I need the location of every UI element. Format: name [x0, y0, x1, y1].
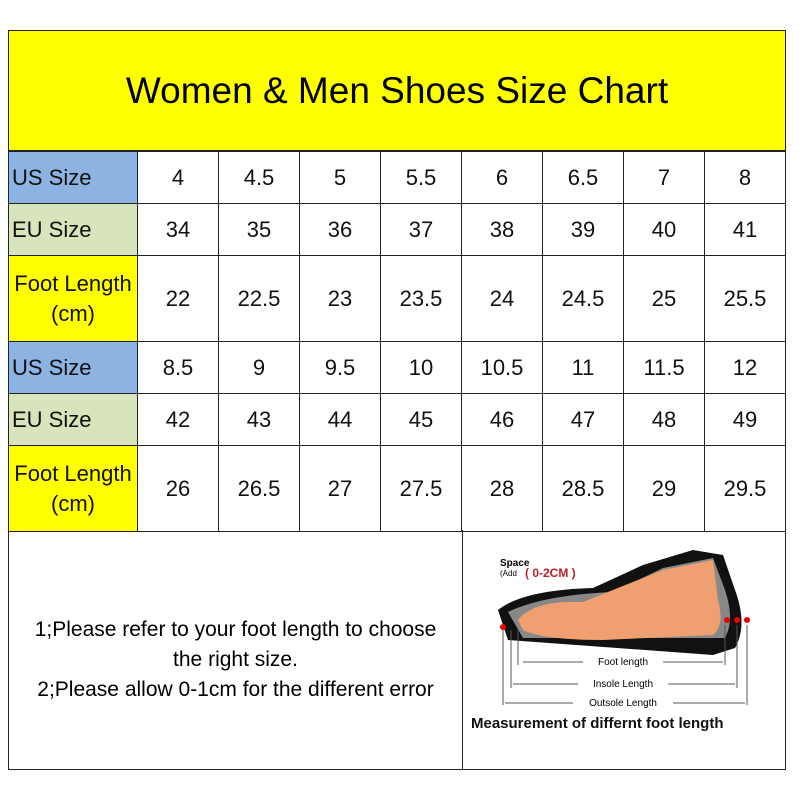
table-cell: 25 [623, 255, 705, 342]
table-cell: 6 [461, 151, 543, 204]
table-cell: 4 [137, 151, 219, 204]
row-label: US Size [8, 151, 138, 204]
bottom-section: 1;Please refer to your foot length to ch… [9, 530, 785, 769]
marker-dot [500, 624, 506, 630]
table-cell: 27.5 [380, 445, 462, 532]
table-cell: 22.5 [218, 255, 300, 342]
table-cell: 7 [623, 151, 705, 204]
size-table: US Size 4 4.5 5 5.5 6 6.5 7 8 EU Size 34 35 36 37 38 39… [8, 151, 786, 532]
add-label: (Add [500, 569, 517, 578]
table-cell: 34 [137, 203, 219, 256]
table-cell: 39 [542, 203, 624, 256]
table-cell: 9 [218, 341, 300, 394]
table-cell: 5 [299, 151, 381, 204]
space-label: Space [500, 558, 530, 569]
table-cell: 26 [137, 445, 219, 532]
table-row-foot: Foot Length (cm) 26 26.5 27 27.5 28 28.5 29 29.5 [8, 445, 786, 532]
table-cell: 40 [623, 203, 705, 256]
table-cell: 28.5 [542, 445, 624, 532]
table-row-us: US Size 4 4.5 5 5.5 6 6.5 7 8 [8, 151, 786, 204]
table-cell: 28 [461, 445, 543, 532]
table-cell: 12 [704, 341, 786, 394]
marker-dot [744, 617, 750, 623]
table-cell: 25.5 [704, 255, 786, 342]
chart-title: Women & Men Shoes Size Chart [9, 31, 785, 151]
table-cell: 37 [380, 203, 462, 256]
table-cell: 24.5 [542, 255, 624, 342]
table-cell: 43 [218, 393, 300, 446]
table-cell: 38 [461, 203, 543, 256]
table-cell: 26.5 [218, 445, 300, 532]
table-cell: 44 [299, 393, 381, 446]
table-cell: 29.5 [704, 445, 786, 532]
space-value: ( 0-2CM ) [525, 566, 576, 580]
table-cell: 24 [461, 255, 543, 342]
table-cell: 47 [542, 393, 624, 446]
table-cell: 10 [380, 341, 462, 394]
table-cell: 45 [380, 393, 462, 446]
table-cell: 49 [704, 393, 786, 446]
table-cell: 23.5 [380, 255, 462, 342]
row-label: Foot Length (cm) [8, 255, 138, 342]
row-label: EU Size [8, 393, 138, 446]
table-cell: 46 [461, 393, 543, 446]
marker-dot [734, 617, 740, 623]
row-label: EU Size [8, 203, 138, 256]
table-row-us: US Size 8.5 9 9.5 10 10.5 11 11.5 12 [8, 341, 786, 394]
table-cell: 41 [704, 203, 786, 256]
table-cell: 22 [137, 255, 219, 342]
row-label: US Size [8, 341, 138, 394]
table-cell: 35 [218, 203, 300, 256]
table-row-eu: EU Size 42 43 44 45 46 47 48 49 [8, 393, 786, 446]
table-cell: 9.5 [299, 341, 381, 394]
marker-dot [724, 617, 730, 623]
foot-illustration: Space (Add ( 0-2CM ) Foot length Insole … [498, 550, 750, 709]
table-cell: 4.5 [218, 151, 300, 204]
table-cell: 11 [542, 341, 624, 394]
table-cell: 36 [299, 203, 381, 256]
table-row-eu: EU Size 34 35 36 37 38 39 40 41 [8, 203, 786, 256]
table-cell: 5.5 [380, 151, 462, 204]
foot-measurement-diagram: Space (Add ( 0-2CM ) Foot length Insole … [463, 530, 785, 769]
table-cell: 10.5 [461, 341, 543, 394]
notes: 1;Please refer to your foot length to ch… [9, 530, 463, 769]
table-cell: 8.5 [137, 341, 219, 394]
row-label: Foot Length (cm) [8, 445, 138, 532]
note-1: 1;Please refer to your foot length to ch… [34, 617, 437, 671]
size-chart: Women & Men Shoes Size Chart US Size 4 4.5… [8, 30, 786, 770]
diagram-caption: Measurement of differnt foot length [471, 715, 724, 732]
table-row-foot: Foot Length (cm) 22 22.5 23 23.5 24 24.5 25 25.5 [8, 255, 786, 342]
table-cell: 27 [299, 445, 381, 532]
table-cell: 23 [299, 255, 381, 342]
table-cell: 48 [623, 393, 705, 446]
note-2: 2;Please allow 0-1cm for the different e… [37, 677, 434, 701]
table-cell: 8 [704, 151, 786, 204]
table-cell: 42 [137, 393, 219, 446]
outsole-length-label: Outsole Length [589, 698, 657, 709]
table-cell: 11.5 [623, 341, 705, 394]
foot-length-label: Foot length [598, 657, 648, 668]
table-cell: 6.5 [542, 151, 624, 204]
insole-length-label: Insole Length [593, 679, 653, 690]
table-cell: 29 [623, 445, 705, 532]
